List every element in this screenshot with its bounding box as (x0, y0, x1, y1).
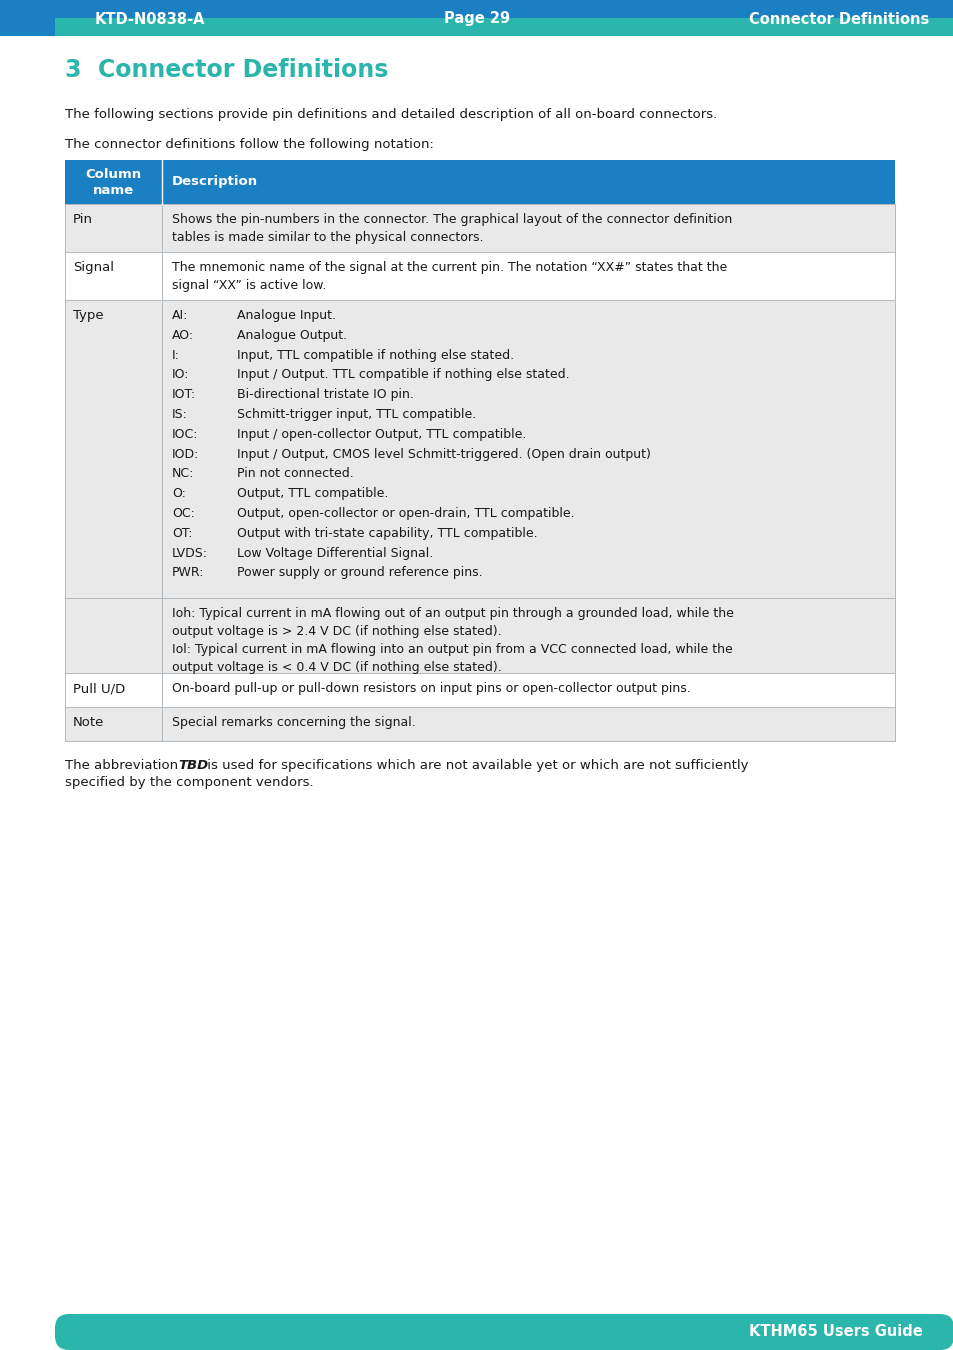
Text: name: name (92, 184, 134, 197)
Text: The following sections provide pin definitions and detailed description of all o: The following sections provide pin defin… (65, 108, 717, 122)
Text: IOD:: IOD: (172, 448, 199, 460)
Text: specified by the component vendors.: specified by the component vendors. (65, 776, 314, 788)
Text: Shows the pin-numbers in the connector. The graphical layout of the connector de: Shows the pin-numbers in the connector. … (172, 213, 732, 244)
Text: 3  Connector Definitions: 3 Connector Definitions (65, 58, 388, 82)
Text: IS:: IS: (172, 408, 188, 421)
Text: Output, open-collector or open-drain, TTL compatible.: Output, open-collector or open-drain, TT… (236, 508, 574, 520)
Text: On-board pull-up or pull-down resistors on input pins or open-collector output p: On-board pull-up or pull-down resistors … (172, 682, 690, 695)
Text: The connector definitions follow the following notation:: The connector definitions follow the fol… (65, 138, 434, 151)
Bar (65, 252, 894, 300)
Text: AO:: AO: (172, 329, 193, 342)
Text: Input / Output, CMOS level Schmitt-triggered. (Open drain output): Input / Output, CMOS level Schmitt-trigg… (236, 448, 650, 460)
Bar (65, 598, 894, 674)
Text: The mnemonic name of the signal at the current pin. The notation “XX#” states th: The mnemonic name of the signal at the c… (172, 261, 726, 292)
Text: Output with tri-state capability, TTL compatible.: Output with tri-state capability, TTL co… (236, 526, 537, 540)
Text: Input, TTL compatible if nothing else stated.: Input, TTL compatible if nothing else st… (236, 348, 514, 362)
Text: Output, TTL compatible.: Output, TTL compatible. (236, 487, 388, 501)
Text: PWR:: PWR: (172, 567, 204, 579)
Text: OC:: OC: (172, 508, 194, 520)
Text: Type: Type (73, 309, 104, 323)
Text: Column: Column (86, 167, 141, 181)
Text: Note: Note (73, 716, 104, 729)
Text: TBD: TBD (178, 759, 208, 772)
Bar (55, 0, 953, 18)
Text: is used for specifications which are not available yet or which are not sufficie: is used for specifications which are not… (203, 759, 748, 772)
Text: Connector Definitions: Connector Definitions (748, 12, 928, 27)
Text: Low Voltage Differential Signal.: Low Voltage Differential Signal. (236, 547, 433, 560)
Text: NC:: NC: (172, 467, 194, 481)
Text: IOC:: IOC: (172, 428, 198, 441)
Text: Pull U/D: Pull U/D (73, 682, 125, 695)
Text: OT:: OT: (172, 526, 193, 540)
Text: Page 29: Page 29 (443, 12, 510, 27)
Bar (0, 0, 953, 36)
Text: Ioh: Typical current in mA flowing out of an output pin through a grounded load,: Ioh: Typical current in mA flowing out o… (172, 608, 733, 674)
Text: Pin: Pin (73, 213, 92, 225)
Bar (65, 204, 894, 252)
Bar (65, 674, 894, 707)
FancyBboxPatch shape (55, 0, 953, 36)
Text: Input / open-collector Output, TTL compatible.: Input / open-collector Output, TTL compa… (236, 428, 526, 441)
Text: Bi-directional tristate IO pin.: Bi-directional tristate IO pin. (236, 389, 414, 401)
Text: Pin not connected.: Pin not connected. (236, 467, 354, 481)
Text: IO:: IO: (172, 369, 190, 382)
Text: The abbreviation: The abbreviation (65, 759, 182, 772)
Text: Analogue Input.: Analogue Input. (236, 309, 335, 323)
Text: Schmitt-trigger input, TTL compatible.: Schmitt-trigger input, TTL compatible. (236, 408, 476, 421)
Text: IOT:: IOT: (172, 389, 196, 401)
Bar (65, 707, 894, 741)
Text: Signal: Signal (73, 261, 113, 274)
Text: Power supply or ground reference pins.: Power supply or ground reference pins. (236, 567, 482, 579)
FancyBboxPatch shape (55, 1314, 953, 1350)
Text: LVDS:: LVDS: (172, 547, 208, 560)
Bar (55, 18, 953, 36)
Text: KTHM65 Users Guide: KTHM65 Users Guide (748, 1323, 922, 1338)
Bar (65, 161, 894, 204)
Text: Special remarks concerning the signal.: Special remarks concerning the signal. (172, 716, 416, 729)
Text: AI:: AI: (172, 309, 188, 323)
Text: Analogue Output.: Analogue Output. (236, 329, 347, 342)
Bar (65, 300, 894, 598)
Text: Description: Description (172, 176, 258, 189)
Text: I:: I: (172, 348, 180, 362)
Text: KTD-N0838-A: KTD-N0838-A (94, 12, 205, 27)
Text: Input / Output. TTL compatible if nothing else stated.: Input / Output. TTL compatible if nothin… (236, 369, 569, 382)
Text: O:: O: (172, 487, 186, 501)
